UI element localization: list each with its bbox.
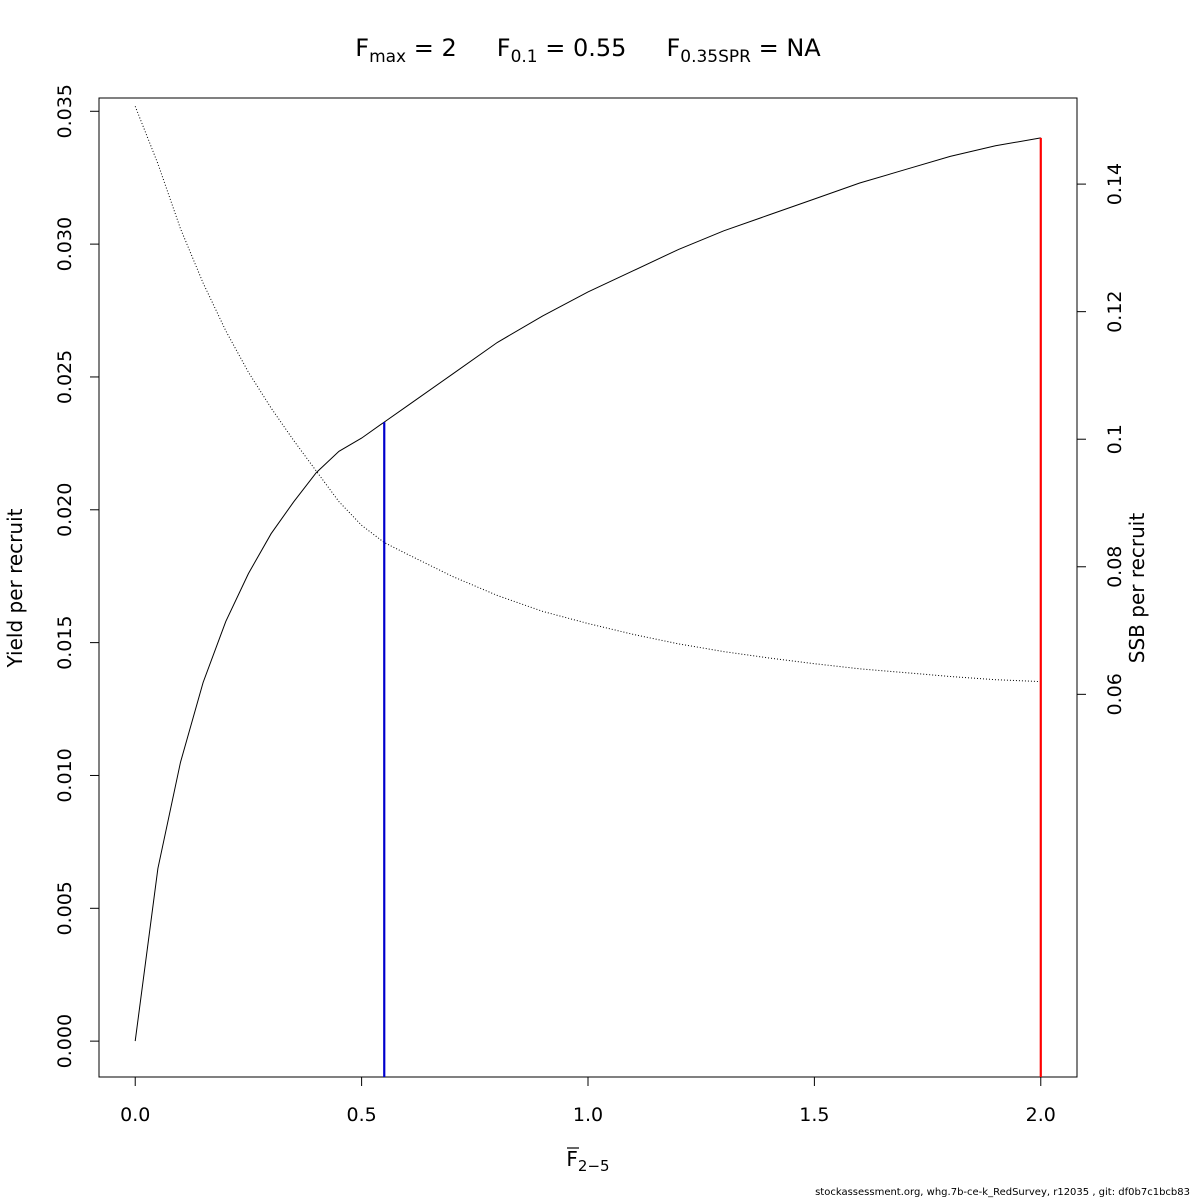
x-axis-label: F2−5 bbox=[566, 1147, 609, 1175]
y-left-axis-label: Yield per recruit bbox=[3, 508, 27, 668]
title-f01-symbol: F bbox=[497, 34, 511, 62]
series-layer bbox=[134, 106, 1041, 1042]
y-left-tick-label: 0.005 bbox=[54, 881, 76, 935]
y-left-tick-label: 0.035 bbox=[54, 84, 76, 138]
y-right-tick-label: 0.08 bbox=[1104, 546, 1126, 588]
axes-layer: 0.0 0.5 1.0 1.5 2.0 0.000 0.005 0.010 0.015 0.020… bbox=[54, 84, 1126, 1126]
title-fmax-value: = 2 bbox=[406, 34, 457, 62]
y-left-tick-label: 0.020 bbox=[54, 483, 76, 537]
title-fspr-symbol: F bbox=[666, 34, 680, 62]
title-f01-sub: 0.1 bbox=[511, 47, 538, 67]
x-tick-label: 0.5 bbox=[347, 1104, 377, 1126]
x-tick-label: 1.0 bbox=[573, 1104, 603, 1126]
y-left-tick-label: 0.000 bbox=[54, 1014, 76, 1068]
y-right-tick-label: 0.1 bbox=[1104, 424, 1126, 454]
x-axis-label-sub: 2−5 bbox=[578, 1157, 610, 1175]
y-left-tick-label: 0.010 bbox=[54, 748, 76, 802]
yield-per-recruit-line bbox=[134, 137, 1041, 1042]
x-tick-label: 0.0 bbox=[120, 1104, 150, 1126]
title-fspr-sub: 0.35SPR bbox=[680, 47, 751, 67]
plot-frame bbox=[98, 97, 1078, 1078]
reference-layer bbox=[383, 137, 1042, 1077]
y-right-axis-label: SSB per recruit bbox=[1125, 513, 1149, 664]
y-left-tick-label: 0.030 bbox=[54, 217, 76, 271]
title-f01-value: = 0.55 bbox=[538, 34, 627, 62]
y-right-tick-label: 0.12 bbox=[1104, 291, 1126, 333]
y-right-tick-label: 0.06 bbox=[1104, 673, 1126, 715]
title-fmax-symbol: F bbox=[355, 34, 369, 62]
title-fspr-value: = NA bbox=[751, 34, 821, 62]
x-axis-label-symbol: F bbox=[566, 1147, 578, 1171]
chart-title: Fmax = 2 F0.1 = 0.55 F0.35SPR = NA bbox=[355, 34, 821, 67]
x-tick-label: 1.5 bbox=[799, 1104, 829, 1126]
y-right-tick-label: 0.14 bbox=[1104, 163, 1126, 205]
footer-text: stockassessment.org, whg.7b-ce-k_RedSurv… bbox=[815, 1187, 1190, 1198]
title-fmax-sub: max bbox=[369, 47, 406, 67]
y-left-tick-label: 0.025 bbox=[54, 350, 76, 404]
x-tick-label: 2.0 bbox=[1026, 1104, 1056, 1126]
y-left-tick-label: 0.015 bbox=[54, 615, 76, 669]
ssb-per-recruit-line bbox=[134, 106, 1041, 683]
